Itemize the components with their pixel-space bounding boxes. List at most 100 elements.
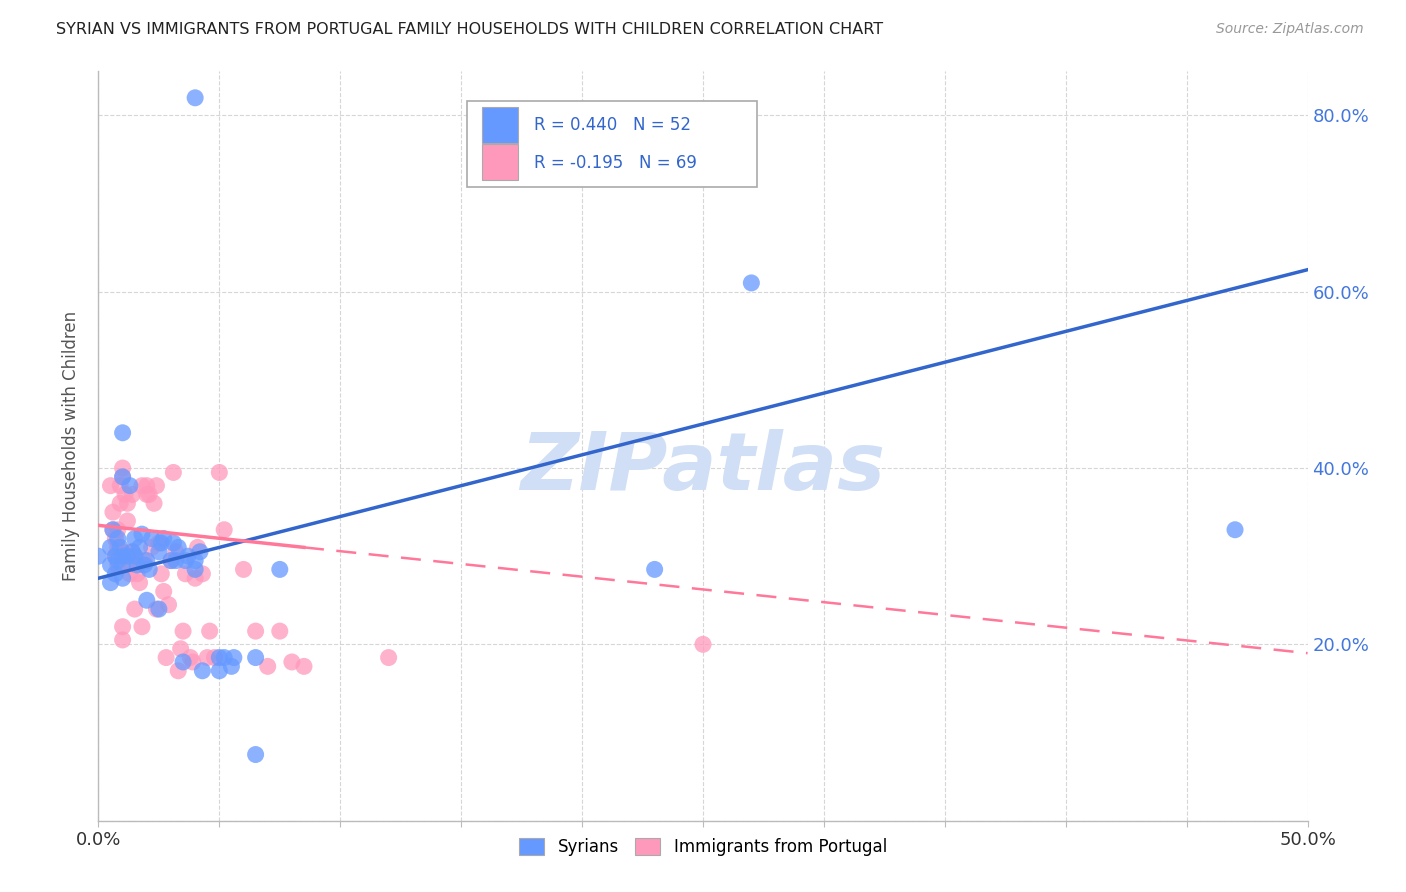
Point [269, 624, 291, 639]
Point [157, 598, 180, 612]
Point [184, 553, 207, 567]
Point [198, 624, 221, 639]
Point [111, 461, 134, 475]
Point [101, 505, 124, 519]
Text: R = -0.195   N = 69: R = -0.195 N = 69 [534, 153, 696, 172]
Point [208, 466, 231, 480]
Point [107, 532, 129, 546]
Point [117, 549, 139, 564]
Point [100, 541, 122, 555]
Point [188, 545, 211, 559]
Point [104, 549, 127, 564]
Point [145, 478, 167, 492]
Point [108, 478, 131, 492]
Point [134, 553, 156, 567]
Point [644, 562, 666, 576]
Point [245, 650, 267, 665]
Point [135, 553, 157, 567]
Point [740, 276, 762, 290]
Point [208, 650, 231, 665]
Point [111, 470, 134, 484]
Point [107, 541, 129, 555]
Point [124, 549, 146, 564]
Point [101, 523, 124, 537]
Point [134, 558, 156, 572]
FancyBboxPatch shape [467, 102, 758, 187]
Point [281, 655, 304, 669]
Bar [482, 106, 517, 143]
Point [100, 575, 122, 590]
Point [127, 566, 149, 581]
Point [692, 637, 714, 651]
Point [498, 161, 520, 176]
Point [177, 549, 200, 564]
Text: R = 0.440   N = 52: R = 0.440 N = 52 [534, 116, 690, 135]
Point [138, 562, 160, 576]
Point [111, 632, 134, 647]
Point [187, 541, 209, 555]
Point [118, 478, 141, 492]
Point [181, 655, 204, 669]
Point [195, 650, 218, 665]
Point [167, 664, 190, 678]
Text: SYRIAN VS IMMIGRANTS FROM PORTUGAL FAMILY HOUSEHOLDS WITH CHILDREN CORRELATION C: SYRIAN VS IMMIGRANTS FROM PORTUGAL FAMIL… [56, 22, 883, 37]
Text: Source: ZipAtlas.com: Source: ZipAtlas.com [1216, 22, 1364, 37]
Point [172, 624, 194, 639]
Point [165, 553, 187, 567]
Point [174, 566, 197, 581]
Point [165, 545, 187, 559]
Point [121, 545, 143, 559]
Point [87, 549, 110, 564]
Point [131, 527, 153, 541]
Point [148, 602, 170, 616]
Bar [482, 144, 517, 180]
Point [172, 655, 194, 669]
Point [245, 747, 267, 762]
Point [107, 553, 129, 567]
Point [204, 650, 226, 665]
Point [101, 523, 124, 537]
Point [108, 541, 131, 555]
Point [162, 466, 184, 480]
Point [148, 545, 170, 559]
Point [245, 624, 267, 639]
Point [644, 153, 666, 167]
Point [111, 545, 134, 559]
Point [104, 549, 127, 564]
Point [111, 425, 134, 440]
Point [160, 553, 183, 567]
Point [117, 496, 139, 510]
Point [128, 541, 150, 555]
Point [160, 553, 183, 567]
Point [1223, 523, 1246, 537]
Point [135, 478, 157, 492]
Point [208, 664, 231, 678]
Point [184, 562, 207, 576]
Point [100, 558, 122, 572]
Point [191, 566, 214, 581]
Point [135, 487, 157, 501]
Point [111, 470, 134, 484]
Point [269, 562, 291, 576]
Point [155, 650, 177, 665]
Point [141, 541, 163, 555]
Point [148, 536, 170, 550]
Point [152, 584, 174, 599]
Legend: Syrians, Immigrants from Portugal: Syrians, Immigrants from Portugal [510, 830, 896, 864]
Y-axis label: Family Households with Children: Family Households with Children [62, 311, 80, 581]
Point [127, 558, 149, 572]
Point [222, 650, 245, 665]
Point [104, 532, 127, 546]
Point [138, 487, 160, 501]
Point [108, 496, 131, 510]
Point [179, 650, 201, 665]
Point [292, 659, 315, 673]
Point [143, 496, 166, 510]
Point [111, 558, 134, 572]
Point [114, 487, 136, 501]
Point [128, 575, 150, 590]
Point [152, 532, 174, 546]
Point [191, 664, 214, 678]
Point [150, 566, 173, 581]
Point [117, 514, 139, 528]
